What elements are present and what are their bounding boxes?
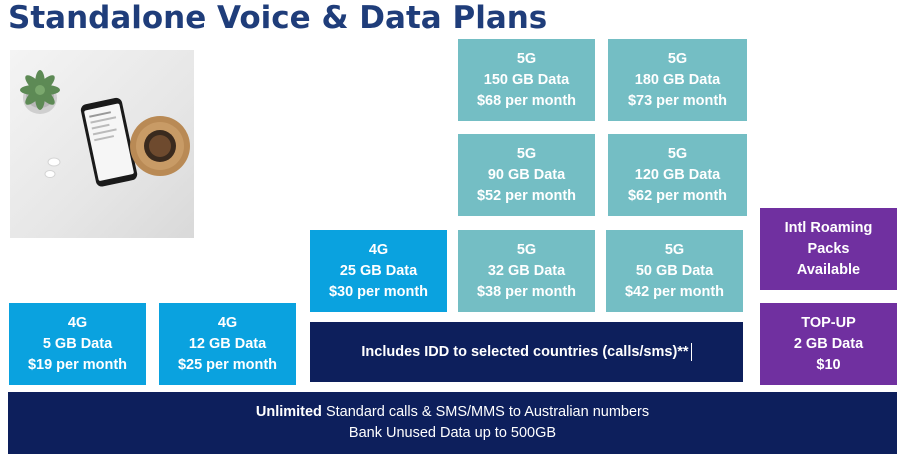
plan-tech: 5G xyxy=(516,145,537,162)
plan-data: 25 GB Data xyxy=(339,262,418,279)
plan-price: $62 per month xyxy=(627,187,728,204)
plan-price: $52 per month xyxy=(476,187,577,204)
plan-tech: 5G xyxy=(667,145,688,162)
plan-price: $19 per month xyxy=(27,356,128,373)
plan-5g-32gb[interactable]: 5G 32 GB Data $38 per month xyxy=(458,230,595,312)
plan-data: 32 GB Data xyxy=(487,262,566,279)
features-line-2: Bank Unused Data up to 500GB xyxy=(348,425,557,441)
plan-5g-90gb[interactable]: 5G 90 GB Data $52 per month xyxy=(458,134,595,216)
page-title: Standalone Voice & Data Plans xyxy=(8,0,548,36)
plan-tech: 4G xyxy=(368,241,389,258)
features-line-1-text: Standard calls & SMS/MMS to Australian n… xyxy=(321,404,650,420)
lifestyle-photo xyxy=(10,50,194,238)
plan-tech: 4G xyxy=(217,314,238,331)
plan-data: 120 GB Data xyxy=(634,166,721,183)
plan-5g-50gb[interactable]: 5G 50 GB Data $42 per month xyxy=(606,230,743,312)
plan-price: $68 per month xyxy=(476,92,577,109)
phone-desk-image xyxy=(20,70,190,187)
topup-2gb[interactable]: TOP-UP 2 GB Data $10 xyxy=(760,303,897,385)
topup-line-3: $10 xyxy=(816,356,841,373)
plan-data: 50 GB Data xyxy=(635,262,714,279)
plan-price: $38 per month xyxy=(476,283,577,300)
intl-roaming-packs[interactable]: Intl Roaming Packs Available xyxy=(760,208,897,290)
plan-4g-25gb[interactable]: 4G 25 GB Data $30 per month xyxy=(310,230,447,312)
plan-data: 180 GB Data xyxy=(634,71,721,88)
roaming-line-1: Intl Roaming xyxy=(784,219,873,236)
included-features-banner: Unlimited Standard calls & SMS/MMS to Au… xyxy=(8,392,897,454)
idd-text: Includes IDD to selected countries (call… xyxy=(361,344,689,360)
plan-tech: 5G xyxy=(664,241,685,258)
roaming-line-3: Available xyxy=(796,261,861,278)
plan-price: $73 per month xyxy=(627,92,728,109)
idd-banner: Includes IDD to selected countries (call… xyxy=(310,322,743,382)
plan-5g-180gb[interactable]: 5G 180 GB Data $73 per month xyxy=(608,39,747,121)
plan-data: 90 GB Data xyxy=(487,166,566,183)
plan-4g-5gb[interactable]: 4G 5 GB Data $19 per month xyxy=(9,303,146,385)
roaming-line-2: Packs xyxy=(807,240,850,257)
topup-line-2: 2 GB Data xyxy=(793,335,864,352)
plan-price: $42 per month xyxy=(624,283,725,300)
plan-tech: 5G xyxy=(516,50,537,67)
plan-data: 150 GB Data xyxy=(483,71,570,88)
plan-tech: 5G xyxy=(516,241,537,258)
text-cursor xyxy=(690,343,692,361)
plan-5g-120gb[interactable]: 5G 120 GB Data $62 per month xyxy=(608,134,747,216)
plan-price: $25 per month xyxy=(177,356,278,373)
features-line-1: Unlimited Standard calls & SMS/MMS to Au… xyxy=(256,402,649,423)
plan-data: 12 GB Data xyxy=(188,335,267,352)
plan-5g-150gb[interactable]: 5G 150 GB Data $68 per month xyxy=(458,39,595,121)
plan-tech: 4G xyxy=(67,314,88,331)
plan-tech: 5G xyxy=(667,50,688,67)
unlimited-label: Unlimited xyxy=(255,404,322,420)
plan-data: 5 GB Data xyxy=(42,335,113,352)
plan-4g-12gb[interactable]: 4G 12 GB Data $25 per month xyxy=(159,303,296,385)
topup-line-1: TOP-UP xyxy=(801,314,856,331)
plan-price: $30 per month xyxy=(328,283,429,300)
